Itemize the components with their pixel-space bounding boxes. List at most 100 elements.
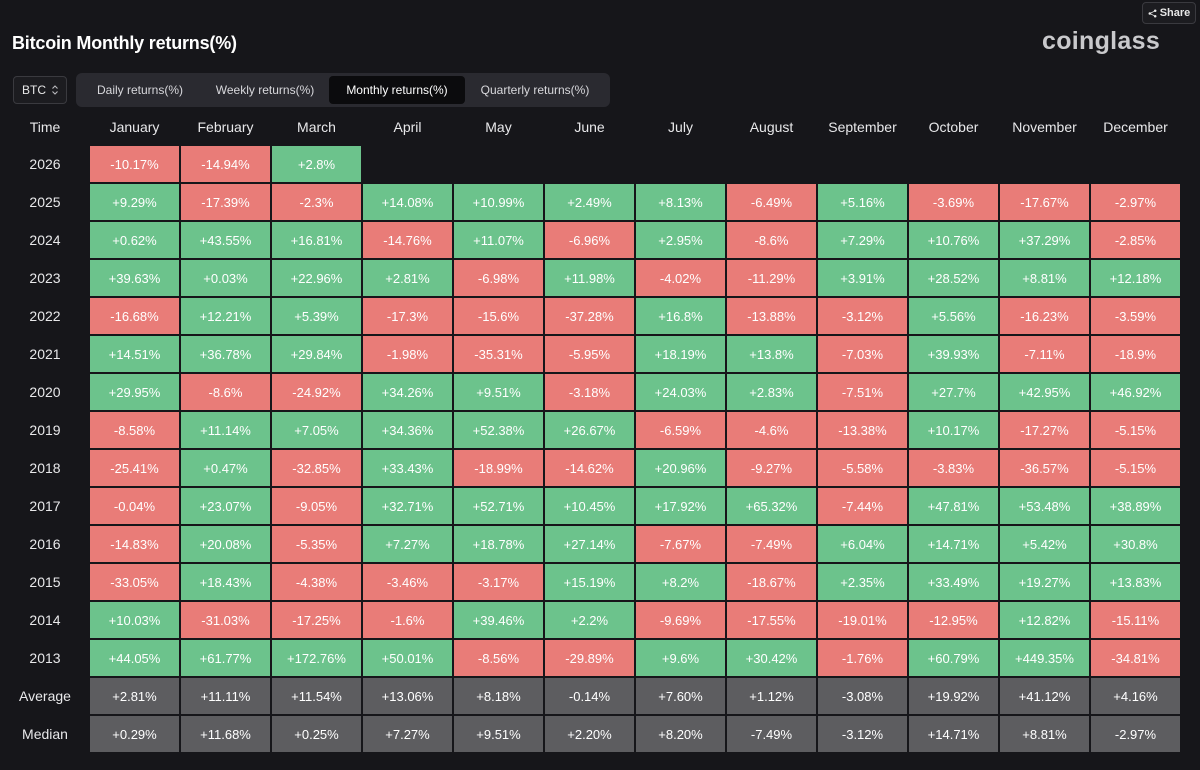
asset-select[interactable]: BTC bbox=[13, 76, 67, 104]
year-row: 2023 +39.63% +0.03% +22.96% +2.81% -6.98% +11.… bbox=[2, 260, 1180, 296]
return-cell bbox=[909, 146, 998, 182]
return-cell: +11.98% bbox=[545, 260, 634, 296]
return-cell: +24.03% bbox=[636, 374, 725, 410]
tab-weekly-returns[interactable]: Weekly returns(%) bbox=[215, 83, 315, 97]
returns-period-tabs: Daily returns(%) Weekly returns(%) Month… bbox=[76, 73, 610, 107]
return-cell: -25.41% bbox=[90, 450, 179, 486]
return-cell: -5.35% bbox=[272, 526, 361, 562]
return-cell: +30.42% bbox=[727, 640, 816, 676]
return-cell: -8.6% bbox=[727, 222, 816, 258]
year-label: 2019 bbox=[29, 422, 61, 438]
return-cell: -3.59% bbox=[1091, 298, 1180, 334]
return-cell: -0.04% bbox=[90, 488, 179, 524]
return-cell: +7.27% bbox=[363, 526, 452, 562]
return-cell: -3.12% bbox=[818, 298, 907, 334]
return-cell: +26.67% bbox=[545, 412, 634, 448]
return-cell: -6.98% bbox=[454, 260, 543, 296]
time-column-header: Time bbox=[29, 118, 61, 135]
return-cell: -14.83% bbox=[90, 526, 179, 562]
return-cell: -1.76% bbox=[818, 640, 907, 676]
summary-cell: +0.25% bbox=[272, 716, 361, 752]
return-cell: +28.52% bbox=[909, 260, 998, 296]
return-cell: +5.39% bbox=[272, 298, 361, 334]
tab-quarterly-returns[interactable]: Quarterly returns(%) bbox=[480, 83, 590, 97]
return-cell: -5.95% bbox=[545, 336, 634, 372]
share-button[interactable]: Share bbox=[1142, 2, 1196, 24]
year-label: 2022 bbox=[29, 308, 61, 324]
year-row: 2019 -8.58% +11.14% +7.05% +34.36% +52.38% +26… bbox=[2, 412, 1180, 448]
return-cell: -8.58% bbox=[90, 412, 179, 448]
return-cell: +22.96% bbox=[272, 260, 361, 296]
summary-cell: -2.97% bbox=[1091, 716, 1180, 752]
return-cell: +29.95% bbox=[90, 374, 179, 410]
chevron-up-down-icon bbox=[52, 85, 58, 95]
month-column-header: January bbox=[109, 118, 160, 135]
month-column-header: November bbox=[1012, 118, 1077, 135]
return-cell bbox=[1000, 146, 1089, 182]
summary-cell: -3.12% bbox=[818, 716, 907, 752]
year-label: 2026 bbox=[29, 156, 61, 172]
return-cell: +12.18% bbox=[1091, 260, 1180, 296]
return-cell: -17.27% bbox=[1000, 412, 1089, 448]
return-cell: +5.16% bbox=[818, 184, 907, 220]
return-cell: +0.62% bbox=[90, 222, 179, 258]
summary-cell: -3.08% bbox=[818, 678, 907, 714]
tab-monthly-returns[interactable]: Monthly returns(%) bbox=[329, 76, 465, 104]
return-cell: +2.2% bbox=[545, 602, 634, 638]
return-cell: +12.82% bbox=[1000, 602, 1089, 638]
year-row: 2026 -10.17% -14.94% +2.8% bbox=[2, 146, 1180, 182]
return-cell: -7.49% bbox=[727, 526, 816, 562]
year-label: 2025 bbox=[29, 194, 61, 210]
summary-label: Average bbox=[19, 688, 71, 704]
summary-cell: +11.54% bbox=[272, 678, 361, 714]
year-row: 2022 -16.68% +12.21% +5.39% -17.3% -15.6% -37.… bbox=[2, 298, 1180, 334]
month-column-header: December bbox=[1103, 118, 1168, 135]
return-cell: +50.01% bbox=[363, 640, 452, 676]
return-cell: +13.8% bbox=[727, 336, 816, 372]
return-cell: -4.02% bbox=[636, 260, 725, 296]
return-cell: +9.6% bbox=[636, 640, 725, 676]
year-label: 2021 bbox=[29, 346, 61, 362]
return-cell: +10.76% bbox=[909, 222, 998, 258]
return-cell: -9.05% bbox=[272, 488, 361, 524]
return-cell: +13.83% bbox=[1091, 564, 1180, 600]
summary-cell: +2.81% bbox=[90, 678, 179, 714]
year-row: 2025 +9.29% -17.39% -2.3% +14.08% +10.99% +2.4… bbox=[2, 184, 1180, 220]
return-cell bbox=[454, 146, 543, 182]
return-cell: -3.17% bbox=[454, 564, 543, 600]
return-cell: +2.95% bbox=[636, 222, 725, 258]
asset-select-value: BTC bbox=[22, 83, 46, 97]
return-cell: +47.81% bbox=[909, 488, 998, 524]
year-label: 2016 bbox=[29, 536, 61, 552]
monthly-returns-heatmap: Time January February March April May June Jul… bbox=[0, 107, 1182, 754]
return-cell: -7.51% bbox=[818, 374, 907, 410]
return-cell: +52.38% bbox=[454, 412, 543, 448]
return-cell: -3.69% bbox=[909, 184, 998, 220]
month-column-header: May bbox=[485, 118, 512, 135]
month-column-header: August bbox=[749, 118, 794, 135]
return-cell: -12.95% bbox=[909, 602, 998, 638]
heatmap-body: 2026 -10.17% -14.94% +2.8% 2025 +9.29% -17.39%… bbox=[2, 146, 1180, 752]
return-cell: -31.03% bbox=[181, 602, 270, 638]
year-label: 2015 bbox=[29, 574, 61, 590]
year-label: 2018 bbox=[29, 460, 61, 476]
return-cell: +60.79% bbox=[909, 640, 998, 676]
summary-cell: +19.92% bbox=[909, 678, 998, 714]
return-cell: -7.11% bbox=[1000, 336, 1089, 372]
return-cell: -5.15% bbox=[1091, 412, 1180, 448]
return-cell bbox=[636, 146, 725, 182]
return-cell: +3.91% bbox=[818, 260, 907, 296]
return-cell: +17.92% bbox=[636, 488, 725, 524]
return-cell: -17.39% bbox=[181, 184, 270, 220]
return-cell: +18.43% bbox=[181, 564, 270, 600]
tab-daily-returns[interactable]: Daily returns(%) bbox=[96, 83, 183, 97]
return-cell: +39.46% bbox=[454, 602, 543, 638]
return-cell: +52.71% bbox=[454, 488, 543, 524]
year-row: 2021 +14.51% +36.78% +29.84% -1.98% -35.31% -5… bbox=[2, 336, 1180, 372]
return-cell: -17.67% bbox=[1000, 184, 1089, 220]
return-cell: +5.56% bbox=[909, 298, 998, 334]
return-cell: -19.01% bbox=[818, 602, 907, 638]
return-cell: -18.9% bbox=[1091, 336, 1180, 372]
return-cell: -9.69% bbox=[636, 602, 725, 638]
return-cell: -13.88% bbox=[727, 298, 816, 334]
